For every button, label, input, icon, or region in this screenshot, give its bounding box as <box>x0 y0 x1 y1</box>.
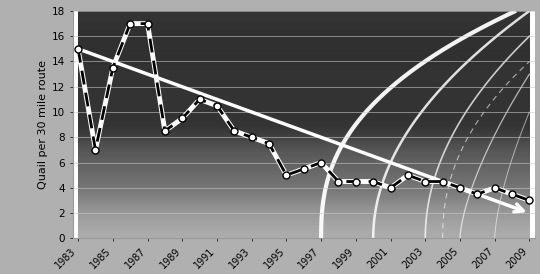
Y-axis label: Quail per 30 mile route: Quail per 30 mile route <box>38 60 48 189</box>
